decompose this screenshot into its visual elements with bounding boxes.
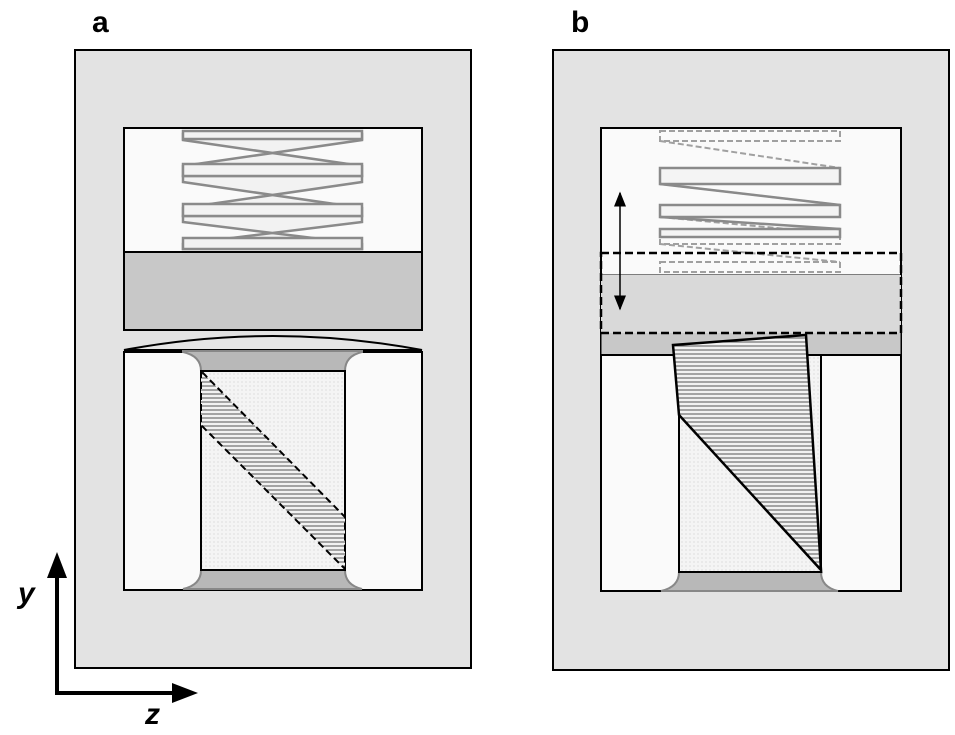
y-axis-label: y: [16, 577, 36, 610]
panel-a: a: [74, 6, 472, 669]
panel-b-label: b: [571, 6, 589, 39]
panel-a-label: a: [92, 6, 109, 39]
y-axis-arrowhead: [47, 552, 67, 578]
panel-a-meniscus: [123, 335, 423, 351]
panel-b-bottom-grip: [660, 571, 839, 592]
panel-a-top-grip: [182, 350, 363, 372]
panel-b: b: [552, 6, 950, 671]
axes: y z: [16, 552, 198, 731]
panel-b-spring: [658, 166, 842, 239]
panel-a-shear-band: [200, 368, 346, 572]
z-axis-label: z: [144, 698, 160, 731]
panel-a-bottom-grip: [182, 569, 363, 590]
panel-b-plate-upper-region: [601, 275, 901, 333]
panel-a-spring: [181, 129, 364, 251]
panel-a-plate: [123, 251, 423, 331]
panel-b-plate-ghost: [599, 251, 903, 335]
z-axis-arrowhead: [172, 683, 198, 703]
panel-b-sheared-block: [671, 333, 823, 574]
